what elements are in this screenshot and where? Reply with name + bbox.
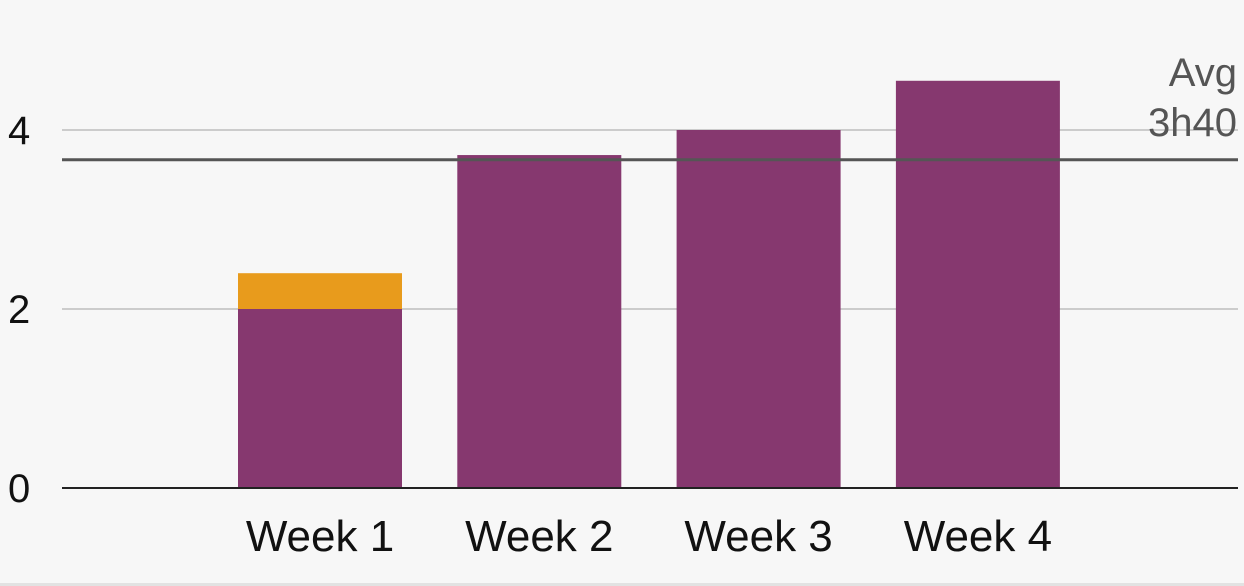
- bars: [238, 80, 1060, 489]
- x-tick-label: Week 2: [465, 512, 613, 561]
- average-label-value: 3h40: [1148, 101, 1237, 145]
- x-tick-labels: Week 1 Week 2 Week 3 Week 4: [246, 512, 1052, 561]
- bottom-border: [0, 583, 1244, 586]
- bar-segment-secondary: [238, 273, 402, 309]
- y-tick-labels: 0 2 4: [8, 109, 30, 511]
- average-label-title: Avg: [1169, 51, 1237, 95]
- y-tick-label: 4: [8, 109, 30, 153]
- bar-segment-primary: [895, 80, 1060, 489]
- bar-segment-primary: [676, 130, 841, 488]
- y-tick-label: 0: [8, 467, 30, 511]
- x-tick-label: Week 4: [904, 512, 1052, 561]
- bar-segment-primary: [238, 309, 402, 488]
- x-tick-label: Week 1: [246, 512, 394, 561]
- x-tick-label: Week 3: [684, 512, 832, 561]
- y-tick-label: 2: [8, 288, 30, 332]
- bar-segment-primary: [457, 155, 622, 488]
